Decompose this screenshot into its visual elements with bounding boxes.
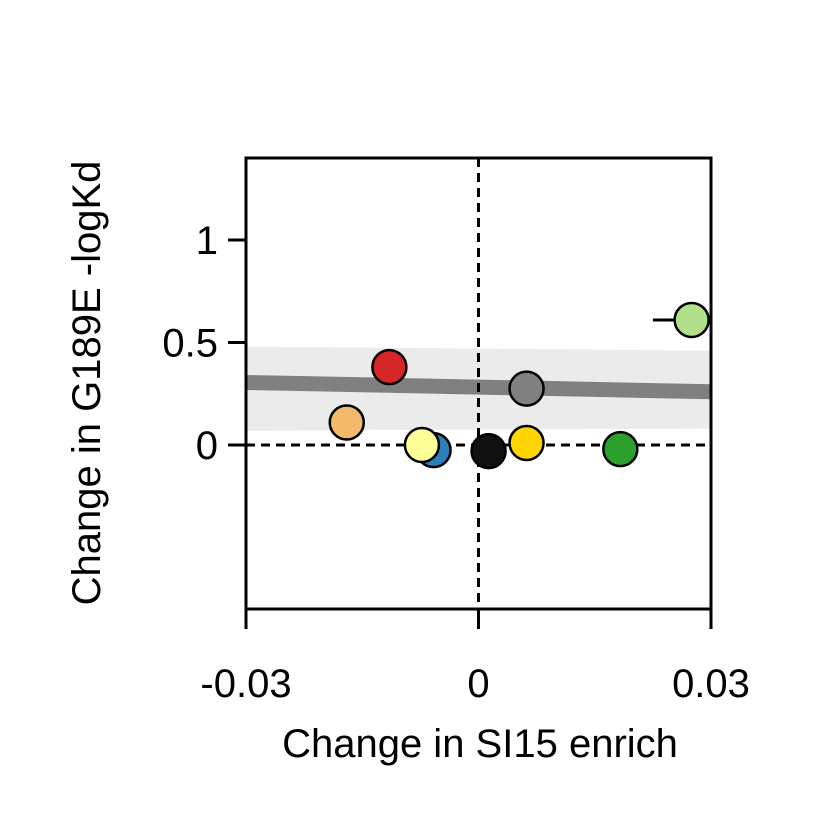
y-tick-label: 1 <box>196 219 218 263</box>
plot-area <box>246 158 711 609</box>
data-points <box>328 301 710 470</box>
axes: -0.03 0 0.03 0 0.5 1 <box>162 156 750 706</box>
data-point <box>673 301 710 339</box>
data-point <box>508 424 545 462</box>
x-axis-title: Change in SI15 enrich <box>282 722 678 766</box>
data-point <box>403 426 441 464</box>
x-tick-label: 0 <box>467 662 489 706</box>
x-tick-label: -0.03 <box>200 662 291 706</box>
data-point <box>470 432 507 470</box>
data-point <box>602 430 639 468</box>
y-tick-label: 0 <box>196 424 218 468</box>
y-tick-label: 0.5 <box>162 322 218 366</box>
data-point <box>371 348 408 386</box>
y-axis-title: Change in G189E -logKd <box>65 161 109 606</box>
data-point <box>328 404 365 441</box>
data-point <box>508 370 545 407</box>
x-tick-label: 0.03 <box>672 662 750 706</box>
